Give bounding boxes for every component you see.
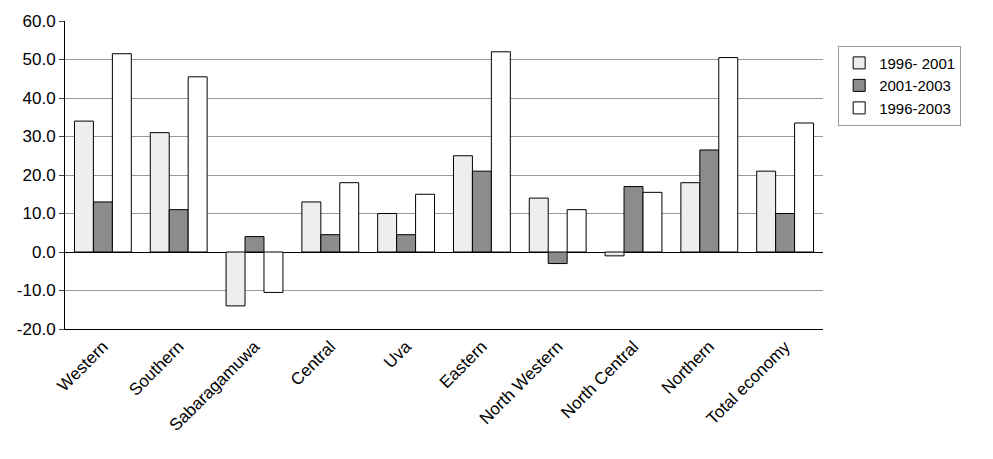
- svg-text:40.0: 40.0: [23, 89, 56, 108]
- svg-text:20.0: 20.0: [23, 166, 56, 185]
- svg-text:Total economy: Total economy: [703, 337, 794, 428]
- svg-text:1996-2003: 1996-2003: [879, 100, 951, 117]
- svg-text:50.0: 50.0: [23, 50, 56, 69]
- svg-text:Uva: Uva: [380, 337, 415, 372]
- svg-text:Sabaragamuwa: Sabaragamuwa: [166, 337, 264, 435]
- svg-text:-20.0: -20.0: [17, 320, 56, 339]
- svg-text:60.0: 60.0: [23, 12, 56, 31]
- svg-text:Southern: Southern: [125, 337, 187, 399]
- svg-text:Western: Western: [54, 337, 112, 395]
- svg-text:30.0: 30.0: [23, 127, 56, 146]
- svg-text:North Central: North Central: [557, 337, 642, 422]
- svg-text:Eastern: Eastern: [436, 337, 491, 392]
- svg-text:-10.0: -10.0: [17, 281, 56, 300]
- svg-text:Central: Central: [287, 337, 339, 389]
- svg-text:2001-2003: 2001-2003: [879, 77, 951, 94]
- svg-text:1996- 2001: 1996- 2001: [879, 55, 955, 72]
- svg-text:0.0: 0.0: [32, 243, 56, 262]
- svg-text:10.0: 10.0: [23, 204, 56, 223]
- svg-text:Northern: Northern: [658, 337, 718, 397]
- svg-text:North Western: North Western: [476, 337, 567, 428]
